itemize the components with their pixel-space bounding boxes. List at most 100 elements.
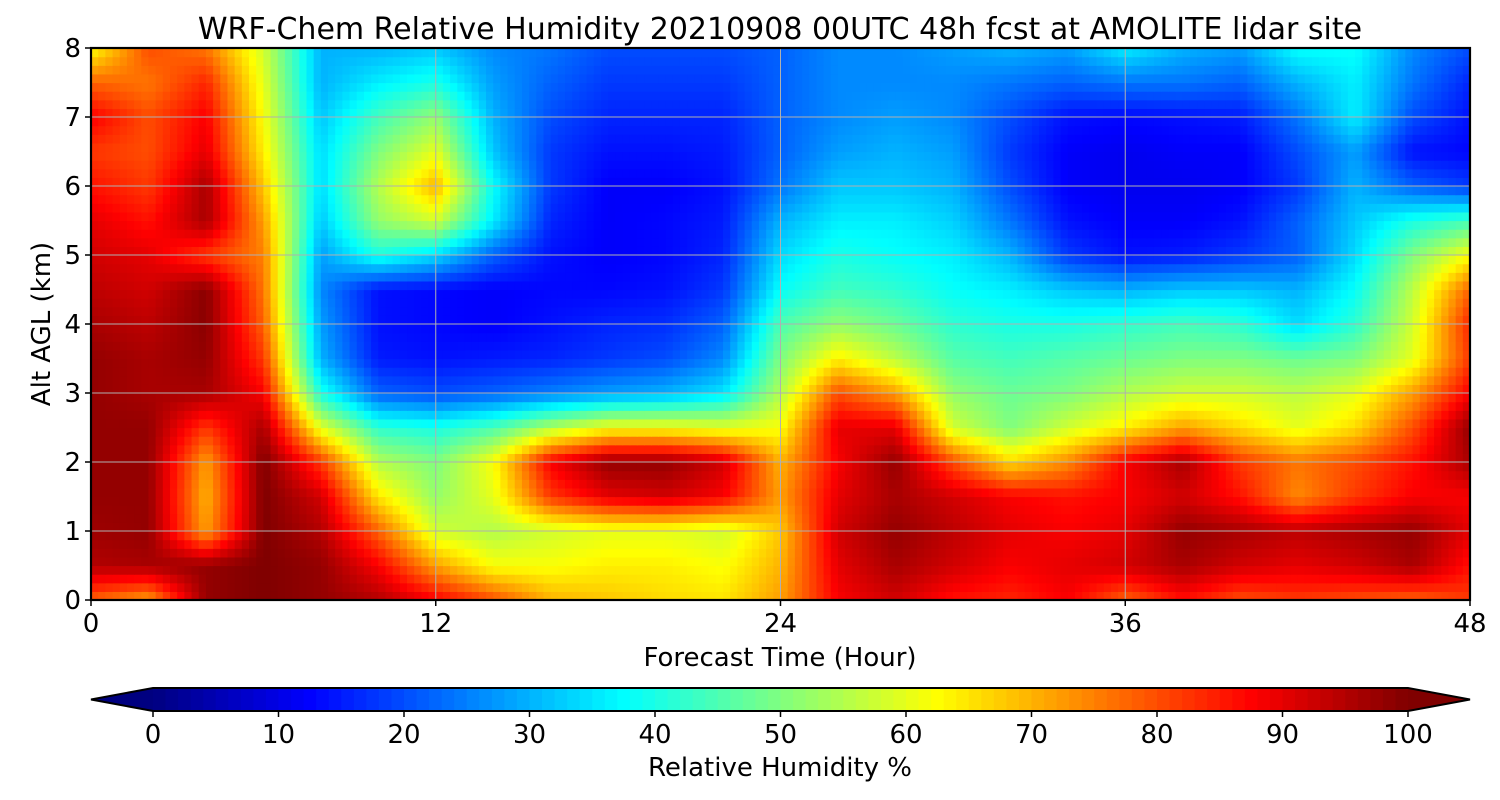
heat-cell [162,487,171,498]
heat-cell [924,548,932,558]
heat-cell [1110,539,1119,549]
heat-cell [1132,556,1141,567]
heat-cell [557,462,566,472]
heat-cell [916,531,925,541]
heat-cell [636,539,645,549]
heat-cell [629,384,638,394]
heat-cell [450,418,458,429]
heat-cell [1017,487,1026,498]
heat-cell [701,384,710,394]
heat-cell [1412,556,1421,567]
heat-cell [1362,548,1371,558]
heat-cell [1261,531,1270,541]
heat-cell [672,436,681,446]
heat-cell [349,513,358,523]
heat-cell [1082,444,1090,454]
heat-cell [500,487,509,498]
heat-cell [141,444,150,454]
heat-cell [170,531,178,541]
heat-cell [636,548,645,558]
heat-cell [342,505,351,515]
heat-cell [780,462,789,472]
heat-cell [809,470,818,480]
heat-cell [1355,539,1363,549]
heat-cell [672,375,681,385]
heat-cell [787,375,796,385]
heat-cell [1182,574,1191,584]
heat-cell [1340,539,1349,549]
heat-cell [1441,401,1450,411]
heat-cell [442,384,451,394]
heat-cell [672,531,681,541]
heat-cell [292,418,300,429]
heat-cell [780,548,789,558]
heat-cell [1398,574,1406,584]
heat-cell [1182,393,1191,403]
heat-cell [1261,384,1270,394]
heat-cell [1268,401,1277,411]
heat-cell [521,591,530,600]
heat-cell [514,505,523,515]
heat-cell [1182,410,1191,420]
heat-cell [263,574,272,584]
heat-cell [608,591,616,600]
heat-cell [1297,496,1306,506]
heat-cell [141,436,150,446]
heat-cell [1197,565,1205,575]
heat-cell [744,410,753,420]
heat-cell [371,513,379,523]
heat-cell [1462,444,1470,454]
heat-cell [1003,393,1011,403]
heat-cell [1369,479,1378,489]
heat-cell [916,574,925,584]
heat-cell [421,436,430,446]
heat-cell [845,522,853,532]
heat-cell [823,401,832,411]
heat-cell [995,384,1004,394]
heat-cell [529,401,537,411]
heat-cell [816,574,825,584]
heat-cell [845,436,853,446]
heat-cell [1168,531,1177,541]
heat-cell [1175,479,1184,489]
heat-cell [249,418,257,429]
heat-cell [881,470,889,480]
heat-cell [457,375,466,385]
heat-cell [356,444,365,454]
heat-cell [356,393,365,403]
heat-cell [658,531,667,541]
heat-cell [1441,375,1450,385]
heat-cell [593,513,602,523]
heat-cell [1039,401,1047,411]
heat-cell [636,393,645,403]
heat-cell [1168,462,1177,472]
heat-cell [450,375,458,385]
heat-cell [1067,375,1076,385]
heat-cell [1333,436,1342,446]
heat-cell [888,548,897,558]
heat-cell [105,513,114,523]
heat-cell [557,548,566,558]
heat-cell [292,548,300,558]
heat-cell [866,496,875,506]
heat-cell [263,375,272,385]
heat-cell [1182,453,1191,463]
heat-cell [622,496,631,506]
heat-cell [737,496,746,506]
heat-cell [988,522,997,532]
heat-cell [593,487,602,498]
heat-cell [1118,470,1126,480]
heat-cell [385,427,394,437]
heat-cell [1376,427,1385,437]
heat-cell [981,427,990,437]
heat-cell [392,487,401,498]
heat-cell [888,591,897,600]
heat-cell [1297,444,1306,454]
heat-cell [349,582,358,592]
heat-cell [1326,565,1335,575]
heat-cell [644,410,652,420]
heat-cell [1290,444,1299,454]
heat-cell [830,444,839,454]
heat-cell [328,531,336,541]
heat-cell [701,591,710,600]
